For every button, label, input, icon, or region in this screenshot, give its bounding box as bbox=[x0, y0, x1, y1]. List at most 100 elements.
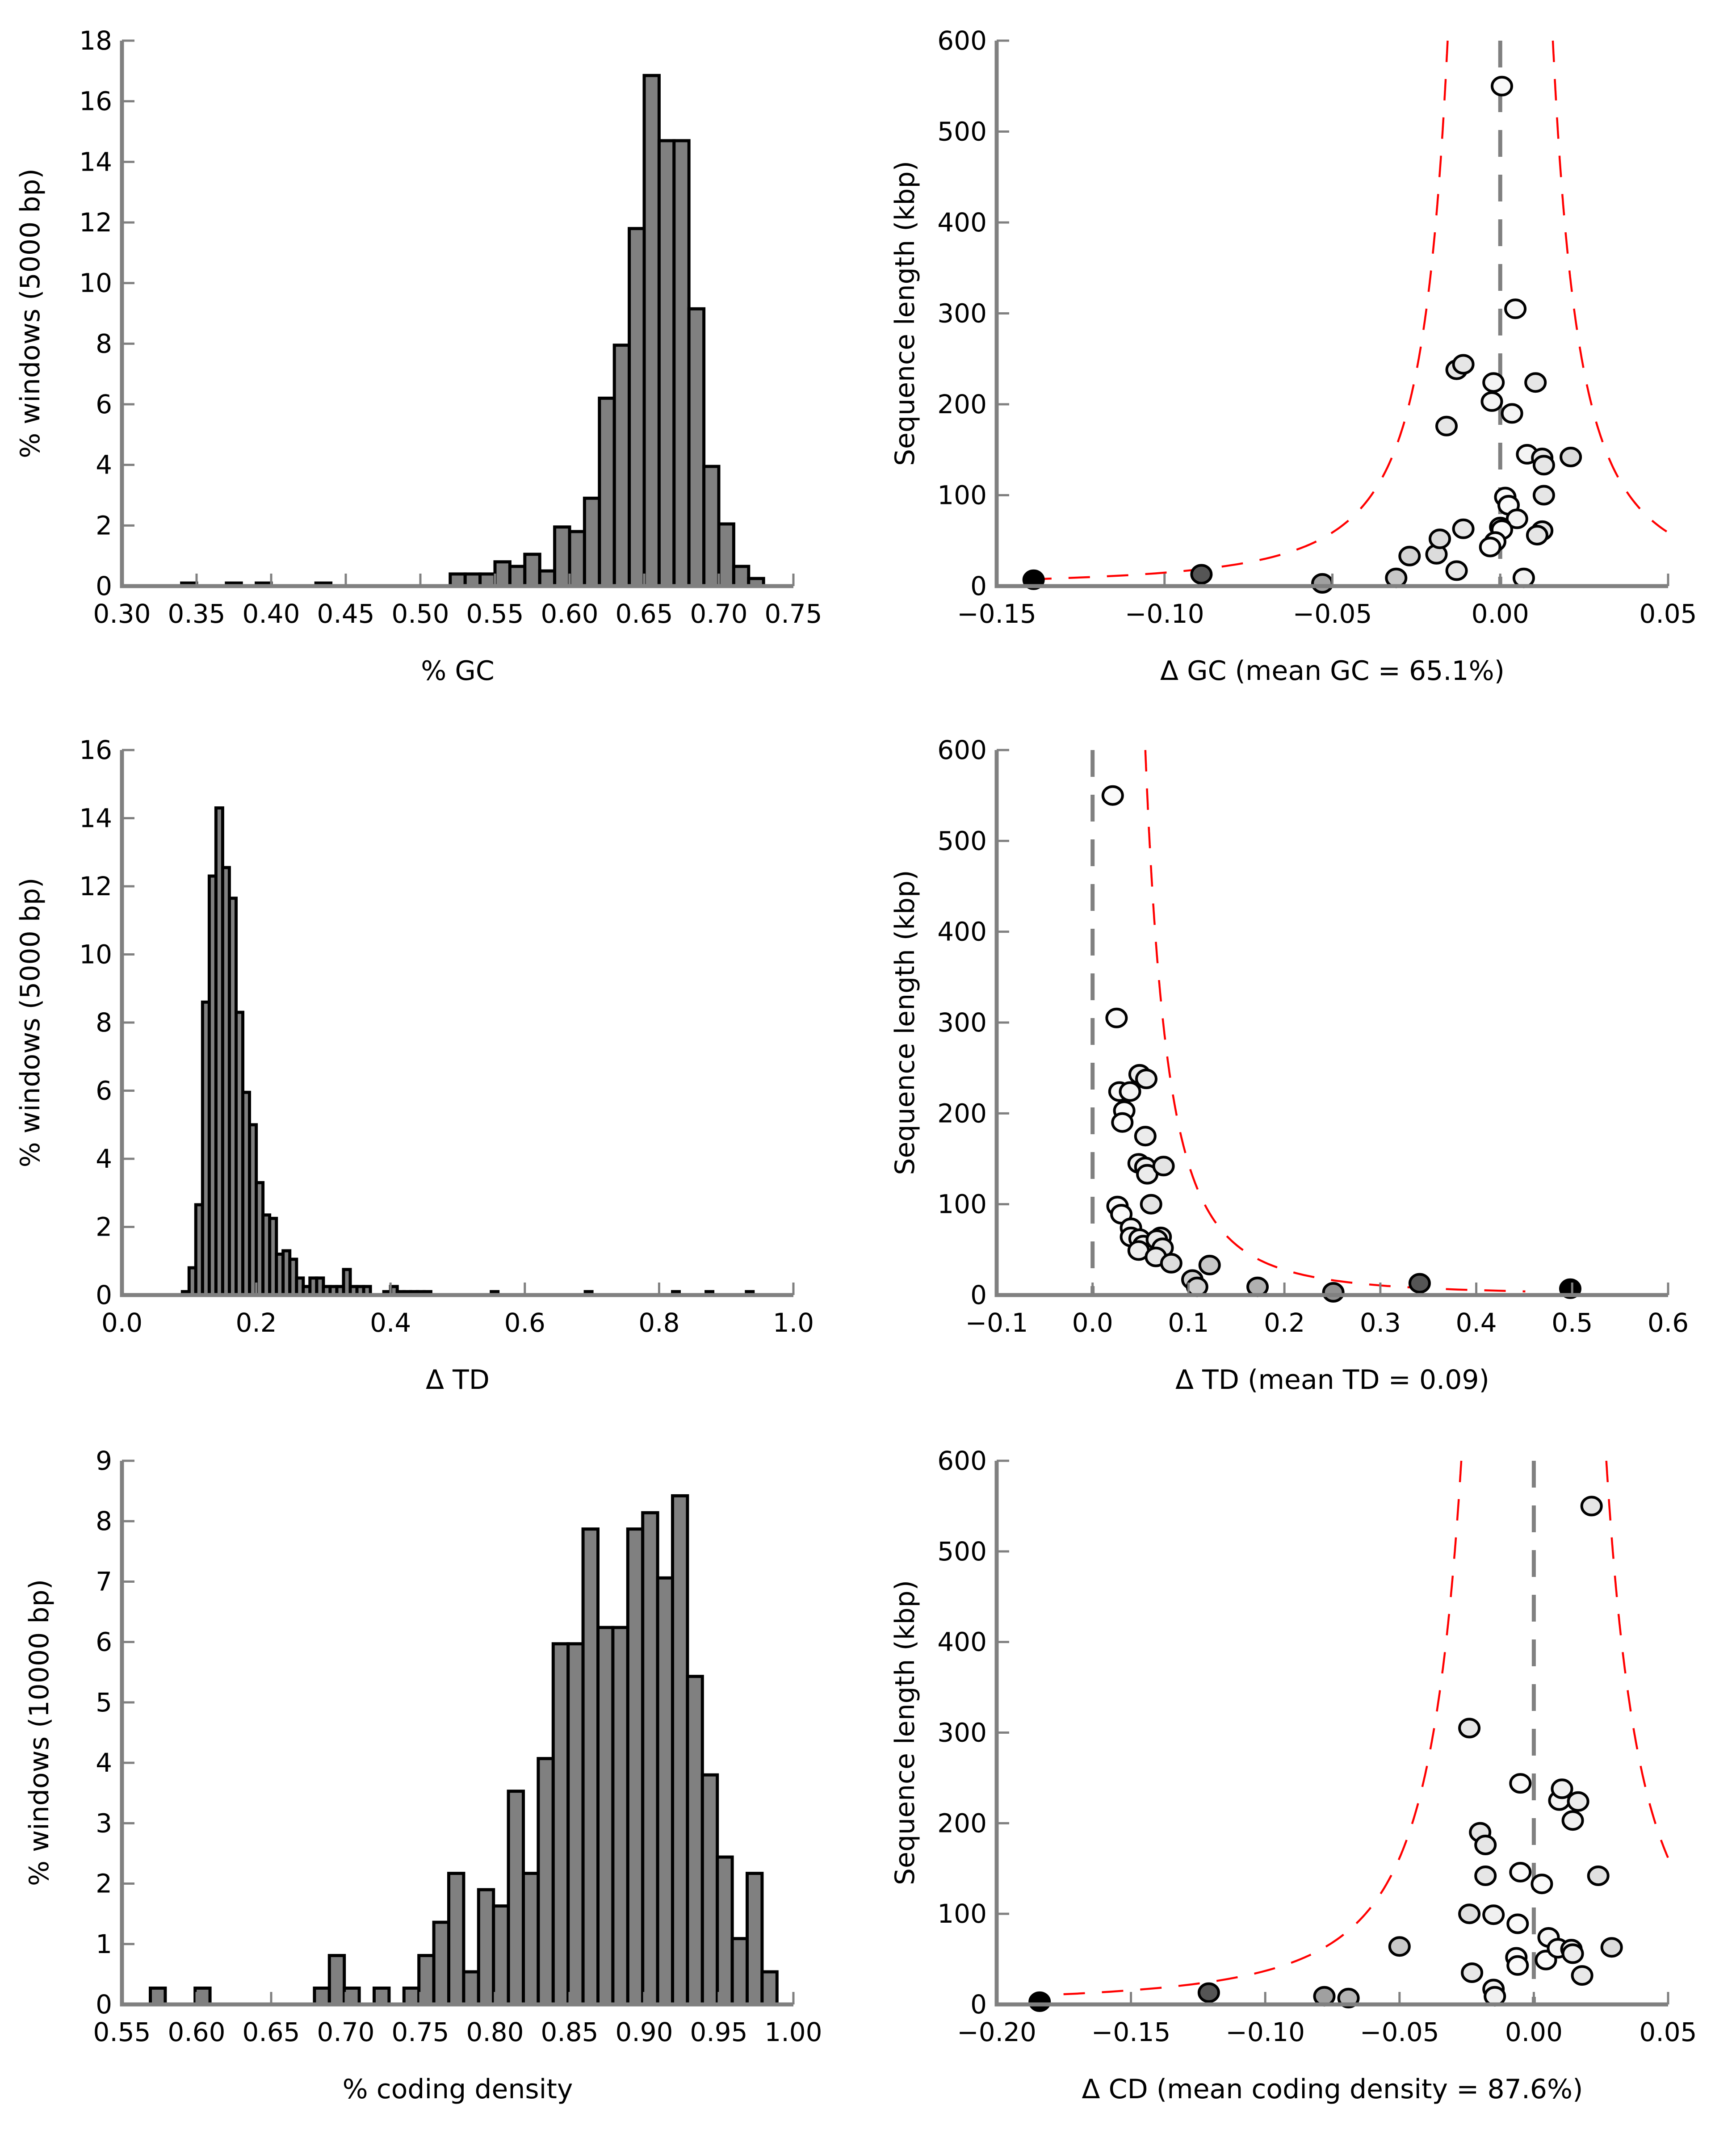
x-tick-label: 0.40 bbox=[242, 599, 300, 629]
histogram-bar bbox=[507, 1790, 525, 2006]
scatter-point bbox=[1458, 1903, 1481, 1924]
histogram-bar bbox=[732, 565, 751, 588]
y-tick-label: 600 bbox=[937, 1446, 987, 1476]
scatter-point bbox=[1452, 354, 1475, 375]
y-tick-label: 200 bbox=[937, 1808, 987, 1838]
x-tick-label: 0.30 bbox=[93, 599, 151, 629]
td-histogram-panel: Δ TD % windows (5000 bp) 0.0 0.2 0.4 0.6 0.8… bbox=[15, 735, 814, 1396]
y-tick-label: 2 bbox=[96, 510, 112, 541]
scatter-point bbox=[1388, 1936, 1411, 1957]
cd-histogram-panel: % coding density % windows (10000 bp) 0.… bbox=[24, 1446, 822, 2105]
gc-hist-xlabel: % GC bbox=[421, 655, 494, 687]
td-scatter-ylabel: Sequence length (kbp) bbox=[889, 870, 921, 1175]
x-tick-label: 0.60 bbox=[168, 2017, 225, 2047]
y-tick-label: 0 bbox=[96, 1989, 112, 2020]
scatter-point bbox=[1474, 1835, 1497, 1855]
y-tick-label: 14 bbox=[79, 147, 112, 177]
ci-upper-bound-curve bbox=[1551, 40, 1668, 532]
gc-histogram-panel: % GC % windows (5000 bp) 0.30 0.35 0.40 0.4… bbox=[15, 25, 822, 687]
x-tick-label: 0.0 bbox=[101, 1308, 143, 1338]
x-tick-label: −0.20 bbox=[957, 2017, 1036, 2047]
x-tick-label: 0.50 bbox=[391, 599, 449, 629]
y-tick-label: 100 bbox=[937, 480, 987, 511]
x-tick-label: −0.10 bbox=[1225, 2017, 1305, 2047]
x-tick-label: 0.00 bbox=[1472, 599, 1529, 629]
scatter-point bbox=[1600, 1937, 1623, 1958]
scatter-point bbox=[1435, 415, 1458, 436]
histogram-bar bbox=[700, 1773, 719, 2006]
histogram-bar bbox=[551, 1642, 570, 2006]
histogram-bar bbox=[462, 1970, 480, 2006]
x-tick-label: −0.1 bbox=[965, 1308, 1028, 1338]
histogram-bar bbox=[327, 1954, 346, 2006]
histogram-bar bbox=[373, 1987, 391, 2006]
x-tick-label: 0.00 bbox=[1505, 2017, 1563, 2047]
scatter-point bbox=[1474, 1866, 1497, 1886]
scatter-point bbox=[1111, 1112, 1134, 1133]
scatter-point bbox=[1587, 1866, 1610, 1886]
histogram-bar bbox=[611, 1626, 629, 2006]
y-tick-label: 400 bbox=[937, 1627, 987, 1657]
y-tick-label: 1 bbox=[96, 1929, 112, 1959]
scatter-point bbox=[1571, 1965, 1593, 1986]
scatter-point bbox=[1480, 391, 1503, 412]
scatter-point bbox=[1506, 1955, 1529, 1976]
x-tick-label: 0.0 bbox=[1072, 1308, 1113, 1338]
scatter-point bbox=[1580, 1496, 1603, 1517]
y-tick-label: 12 bbox=[79, 871, 112, 901]
scatter-point bbox=[1458, 1718, 1481, 1739]
scatter-point bbox=[1509, 1773, 1532, 1794]
y-tick-label: 7 bbox=[96, 1566, 112, 1597]
plot-marks bbox=[180, 74, 765, 588]
y-tick-label: 600 bbox=[937, 735, 987, 765]
x-tick-label: 1.00 bbox=[764, 2017, 822, 2047]
x-tick-label: 0.8 bbox=[638, 1308, 679, 1338]
scatter-point bbox=[1532, 455, 1555, 476]
scatter-point bbox=[1311, 573, 1333, 594]
x-tick-label: 0.70 bbox=[317, 2017, 374, 2047]
ci-lower-bound-curve bbox=[1037, 1460, 1463, 1996]
scatter-point bbox=[1429, 528, 1451, 549]
y-tick-label: 400 bbox=[937, 207, 987, 238]
y-tick-label: 200 bbox=[937, 389, 987, 419]
histogram-bar bbox=[656, 1576, 674, 2006]
axis-spines bbox=[994, 750, 1668, 1297]
y-tick-label: 8 bbox=[96, 1506, 112, 1536]
histogram-bar bbox=[671, 1494, 689, 2006]
ci-upper-bound-curve bbox=[1605, 1460, 1669, 1858]
x-tick-label: −0.10 bbox=[1125, 599, 1204, 629]
x-tick-label: 0.90 bbox=[615, 2017, 673, 2047]
histogram-bar bbox=[702, 465, 721, 588]
y-tick-label: 14 bbox=[79, 803, 112, 834]
scatter-point bbox=[1509, 1861, 1532, 1882]
histogram-bar bbox=[596, 1626, 615, 2006]
gc-hist-ylabel: % windows (5000 bp) bbox=[15, 168, 46, 458]
histogram-bar bbox=[581, 1527, 600, 2006]
y-tick-label: 16 bbox=[79, 735, 112, 765]
scatter-point bbox=[1504, 298, 1527, 319]
y-tick-label: 0 bbox=[96, 571, 112, 601]
cd-scatter-ylabel: Sequence length (kbp) bbox=[889, 1580, 921, 1885]
scatter-point bbox=[1524, 372, 1547, 393]
y-tick-label: 100 bbox=[937, 1899, 987, 1929]
y-tick-label: 0 bbox=[970, 571, 987, 601]
x-tick-label: 0.5 bbox=[1551, 1308, 1593, 1338]
gc-scatter-xlabel: Δ GC (mean GC = 65.1%) bbox=[1160, 655, 1505, 687]
cd-hist-ylabel: % windows (10000 bp) bbox=[24, 1579, 55, 1886]
x-tick-label: 0.75 bbox=[391, 2017, 449, 2047]
x-tick-label: 0.80 bbox=[466, 2017, 524, 2047]
y-tick-label: 0 bbox=[970, 1989, 987, 2020]
scatter-point bbox=[1198, 1254, 1221, 1275]
histogram-bar bbox=[508, 565, 527, 588]
histogram-bar bbox=[553, 525, 571, 588]
x-tick-label: −0.05 bbox=[1360, 2017, 1439, 2047]
histogram-bar bbox=[537, 1757, 555, 2006]
y-tick-label: 600 bbox=[937, 25, 987, 56]
scatter-point bbox=[1134, 1126, 1157, 1147]
scatter-point bbox=[1445, 560, 1468, 581]
plot-marks bbox=[1090, 750, 1581, 1303]
histogram-bar bbox=[641, 1511, 659, 2006]
scatter-point bbox=[1531, 1874, 1553, 1895]
histogram-bar bbox=[730, 1937, 749, 2006]
